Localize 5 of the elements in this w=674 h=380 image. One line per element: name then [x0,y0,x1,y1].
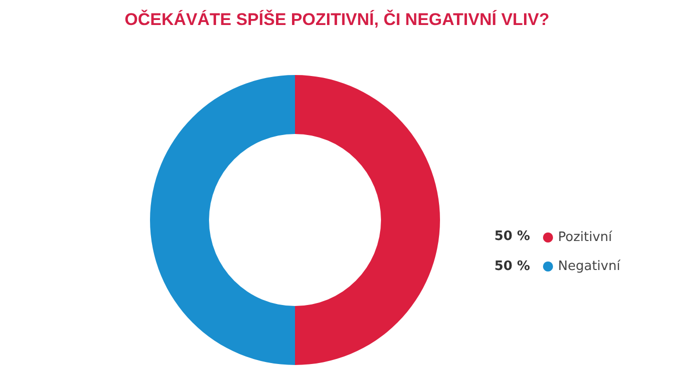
chart-title: OČEKÁVÁTE SPÍŠE POZITIVNÍ, ČI NEGATIVNÍ VLIV? [124,9,550,29]
legend-label: Negativní [558,259,621,274]
data-label: 50 % [494,229,530,244]
legend-label: Pozitivní [558,230,612,245]
data-label: 50 % [494,259,530,274]
